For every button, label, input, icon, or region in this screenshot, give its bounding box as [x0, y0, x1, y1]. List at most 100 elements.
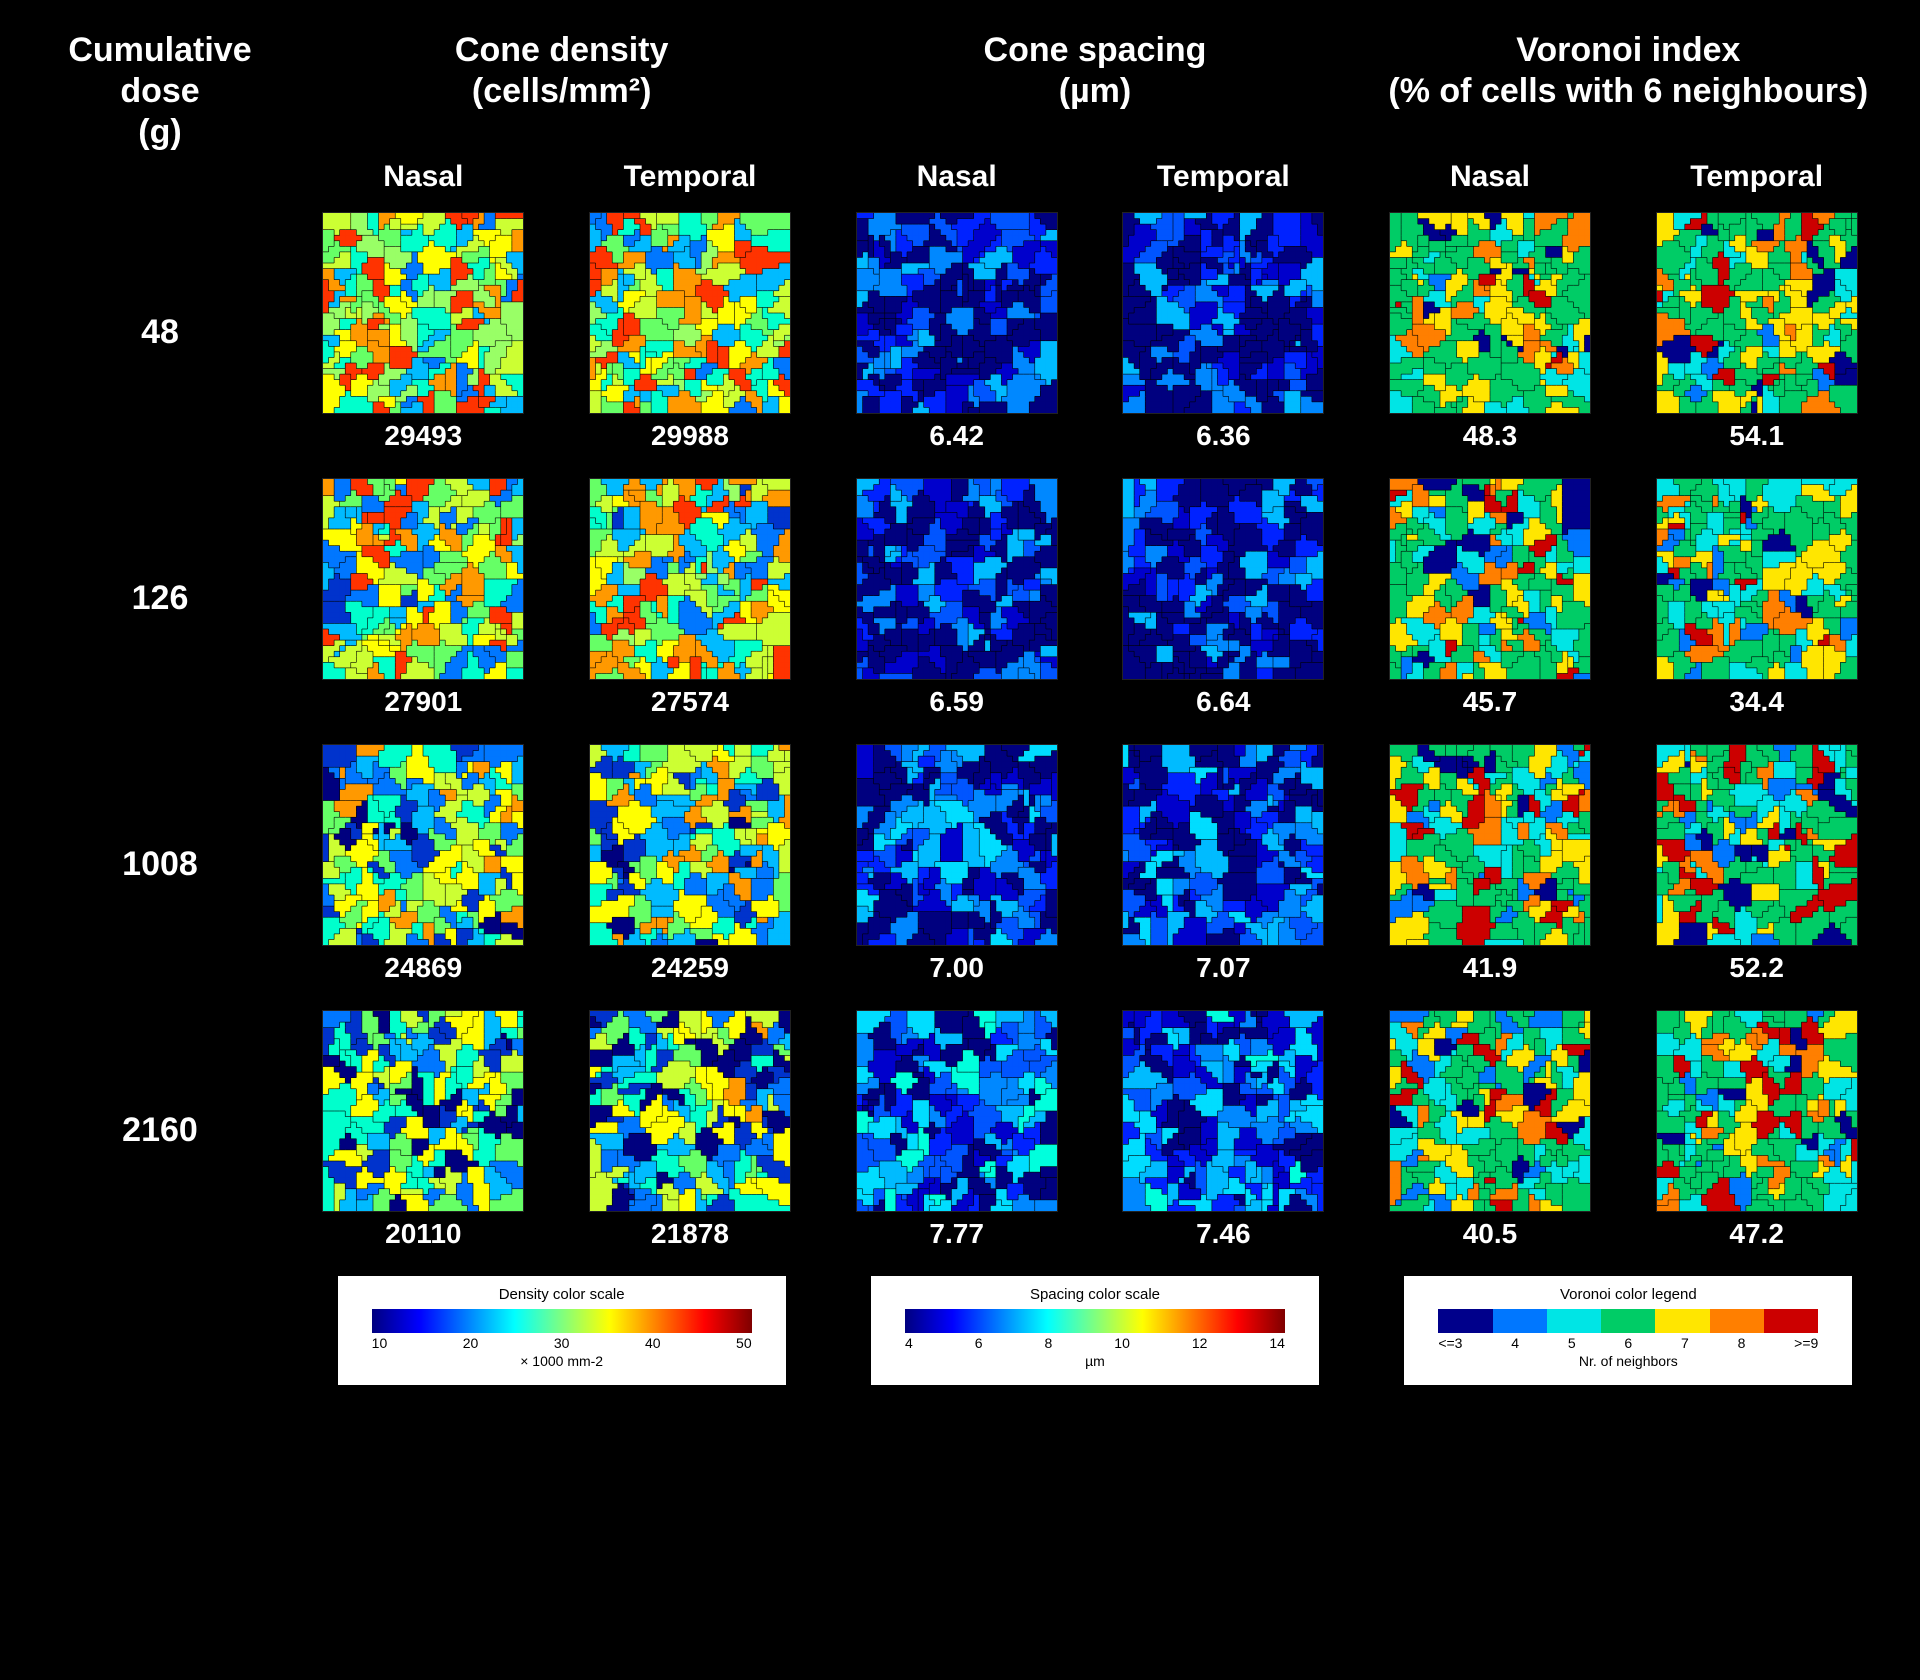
- panel-value: 24259: [651, 952, 729, 984]
- panel-value: 29493: [384, 420, 462, 452]
- legend-tick: 10: [1114, 1335, 1130, 1351]
- voronoi-map: [589, 212, 791, 414]
- voronoi-map: [322, 1010, 524, 1212]
- voronoi-map: [1656, 744, 1858, 946]
- voronoi-map: [1122, 744, 1324, 946]
- legend-voronoi-title: Voronoi color legend: [1560, 1286, 1697, 1303]
- panel-cell: 47.2: [1633, 1010, 1880, 1250]
- panel-cell: 29493: [300, 212, 547, 452]
- legend-tick: <=3: [1438, 1335, 1462, 1351]
- panel-value: 24869: [384, 952, 462, 984]
- legend-tick: 14: [1269, 1335, 1285, 1351]
- panel-cell: 27574: [567, 478, 814, 718]
- voronoi-map: [322, 478, 524, 680]
- dose-label: 1008: [40, 845, 280, 884]
- voronoi-map: [589, 744, 791, 946]
- col-header-spacing: Cone spacing (µm): [843, 30, 1346, 152]
- panel-cell: 27901: [300, 478, 547, 718]
- panel-value: 6.64: [1196, 686, 1251, 718]
- panel-value: 34.4: [1729, 686, 1784, 718]
- panel-cell: 24869: [300, 744, 547, 984]
- voronoi-map: [1122, 1010, 1324, 1212]
- panel-value: 47.2: [1729, 1218, 1784, 1250]
- legend-tick: 30: [554, 1335, 570, 1351]
- sub-temporal-2: Temporal: [1100, 160, 1347, 194]
- dose-label: 2160: [40, 1111, 280, 1150]
- voronoi-map: [1389, 212, 1591, 414]
- legend-tick: >=9: [1794, 1335, 1818, 1351]
- voronoi-map: [1656, 212, 1858, 414]
- panel-cell: 6.59: [833, 478, 1080, 718]
- dose-label: 126: [40, 579, 280, 618]
- legend-swatch: [1710, 1309, 1764, 1333]
- panel-cell: 7.00: [833, 744, 1080, 984]
- voronoi-map: [856, 744, 1058, 946]
- legend-tick: 4: [905, 1335, 913, 1351]
- panel-value: 6.59: [929, 686, 984, 718]
- legend-tick: 12: [1192, 1335, 1208, 1351]
- panel-cell: 48.3: [1367, 212, 1614, 452]
- panel-value: 54.1: [1729, 420, 1784, 452]
- legend-spacing-bar: [905, 1309, 1285, 1333]
- voronoi-map: [1122, 478, 1324, 680]
- legend-tick: 10: [372, 1335, 388, 1351]
- panel-value: 7.46: [1196, 1218, 1251, 1250]
- panel-value: 7.07: [1196, 952, 1251, 984]
- row-axis-l2: (g): [40, 112, 280, 153]
- legend-spacing-title: Spacing color scale: [1030, 1286, 1160, 1303]
- data-row: 216020110218787.777.4640.547.2: [40, 1010, 1880, 1250]
- col-header-density: Cone density (cells/mm²): [310, 30, 813, 152]
- data-row: 126 27901 27574 6.59 6.64 45.7 34.4: [40, 478, 1880, 718]
- legend-tick: 6: [1624, 1335, 1632, 1351]
- panel-cell: 34.4: [1633, 478, 1880, 718]
- legend-voronoi: Voronoi color legend <=345678>=9 Nr. of …: [1404, 1276, 1852, 1385]
- voronoi-map: [589, 478, 791, 680]
- panel-cell: 7.46: [1100, 1010, 1347, 1250]
- panel-value: 45.7: [1463, 686, 1518, 718]
- legend-density-ticks: 1020304050: [372, 1335, 752, 1351]
- panel-value: 41.9: [1463, 952, 1518, 984]
- panel-cell: 45.7: [1367, 478, 1614, 718]
- voronoi-map: [1389, 1010, 1591, 1212]
- col-header-density-l1: Cone density: [310, 30, 813, 71]
- panel-value: 7.77: [929, 1218, 984, 1250]
- legend-tick: 8: [1045, 1335, 1053, 1351]
- panel-value: 20110: [385, 1218, 461, 1250]
- panel-value: 27574: [651, 686, 729, 718]
- panel-cell: 41.9: [1367, 744, 1614, 984]
- legend-voronoi-unit: Nr. of neighbors: [1579, 1353, 1678, 1369]
- voronoi-map: [1389, 744, 1591, 946]
- column-header-row: Cumulative dose (g) Cone density (cells/…: [40, 30, 1880, 152]
- panel-value: 52.2: [1729, 952, 1784, 984]
- panel-value: 6.42: [929, 420, 984, 452]
- panel-value: 27901: [384, 686, 462, 718]
- legend-tick: 6: [975, 1335, 983, 1351]
- panel-cell: 54.1: [1633, 212, 1880, 452]
- panel-value: 48.3: [1463, 420, 1518, 452]
- panel-value: 29988: [651, 420, 729, 452]
- panel-cell: 24259: [567, 744, 814, 984]
- panel-value: 6.36: [1196, 420, 1251, 452]
- panel-cell: 29988: [567, 212, 814, 452]
- legend-tick: 40: [645, 1335, 661, 1351]
- legend-tick: 4: [1511, 1335, 1519, 1351]
- legend-tick: 5: [1568, 1335, 1576, 1351]
- panel-cell: 6.42: [833, 212, 1080, 452]
- legend-density-bar: [372, 1309, 752, 1333]
- col-header-spacing-l2: (µm): [843, 71, 1346, 112]
- legend-spacing-unit: µm: [1085, 1353, 1105, 1369]
- panel-cell: 7.77: [833, 1010, 1080, 1250]
- legend-density-unit: × 1000 mm-2: [520, 1353, 603, 1369]
- legend-swatch: [1493, 1309, 1547, 1333]
- voronoi-map: [589, 1010, 791, 1212]
- voronoi-map: [856, 212, 1058, 414]
- panel-cell: 20110: [300, 1010, 547, 1250]
- legend-spacing-ticks: 4 6 8 10 12 14: [905, 1335, 1285, 1351]
- voronoi-map: [1389, 478, 1591, 680]
- panel-cell: 40.5: [1367, 1010, 1614, 1250]
- legend-swatch: [1601, 1309, 1655, 1333]
- data-row: 48 29493 29988 6.42 6.36 48.3 54.1: [40, 212, 1880, 452]
- dose-label: 48: [40, 313, 280, 352]
- col-header-spacing-l1: Cone spacing: [843, 30, 1346, 71]
- panel-cell: 7.07: [1100, 744, 1347, 984]
